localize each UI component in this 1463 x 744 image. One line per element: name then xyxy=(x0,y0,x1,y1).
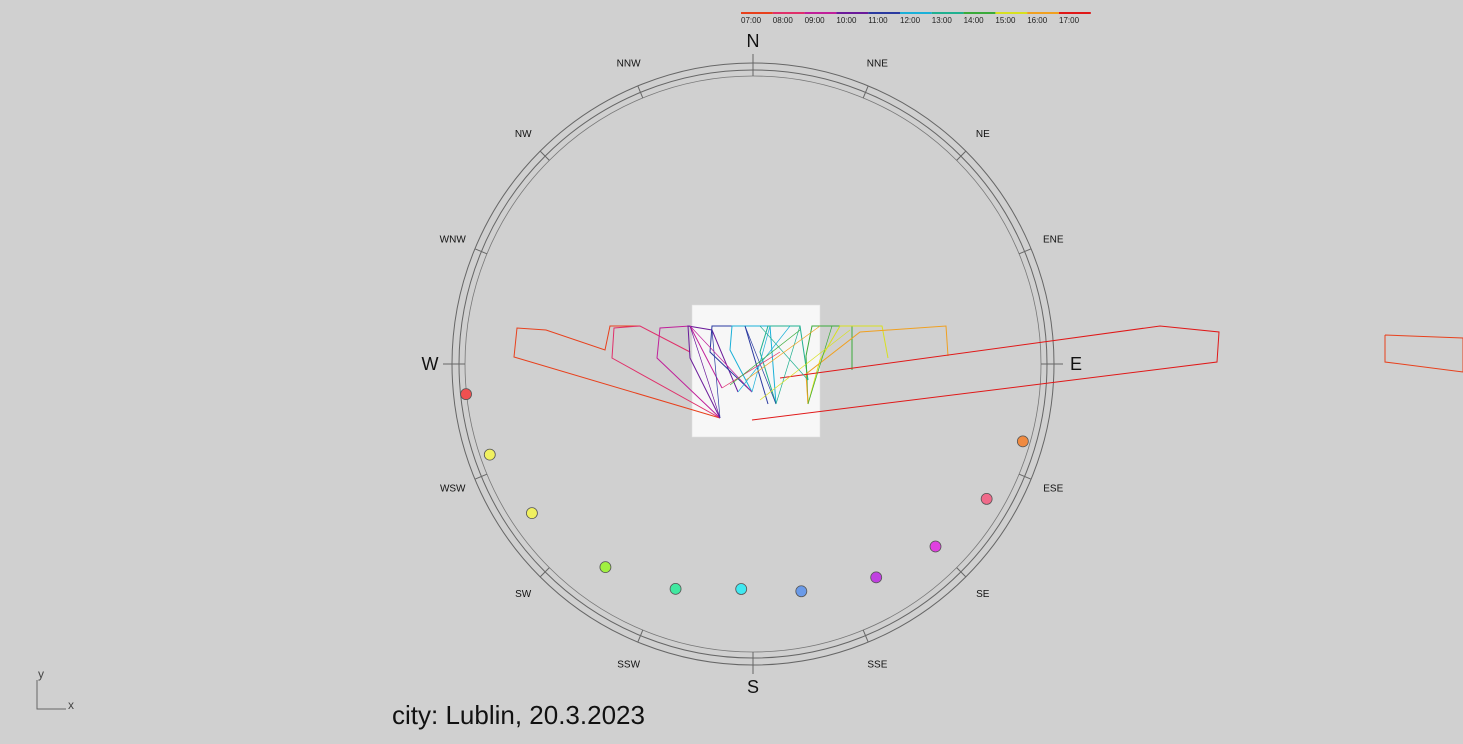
direction-label-WSW: WSW xyxy=(440,483,466,494)
shadow-0900 xyxy=(656,325,723,419)
shadow-0700 xyxy=(513,325,721,419)
shadow-1400 xyxy=(805,325,853,405)
direction-label-SSE: SSE xyxy=(867,659,887,670)
compass-ticks xyxy=(443,54,1063,674)
legend-label: 12:00 xyxy=(900,16,921,25)
sun-position-marker xyxy=(929,540,942,553)
direction-label-ENE: ENE xyxy=(1043,235,1064,246)
direction-label-NW: NW xyxy=(515,129,532,140)
axis-y-label: y xyxy=(38,667,44,681)
direction-label-SE: SE xyxy=(976,589,990,600)
compass-tick xyxy=(539,567,550,578)
compass-tick xyxy=(1018,248,1032,255)
shadow-0700-far xyxy=(1384,334,1463,373)
sun-position-markers xyxy=(460,388,1029,598)
compass-tick xyxy=(474,473,488,480)
direction-label-NNE: NNE xyxy=(867,59,888,70)
shadow-1500 xyxy=(807,325,889,405)
cardinal-label-W: W xyxy=(422,354,439,374)
site-plan-area xyxy=(691,304,821,438)
sun-position-marker xyxy=(870,571,883,584)
legend-label: 07:00 xyxy=(741,16,762,25)
shadow-1600 xyxy=(805,325,949,405)
compass-tick xyxy=(956,150,967,161)
legend-label: 17:00 xyxy=(1059,16,1080,25)
sun-position-marker xyxy=(735,583,748,595)
legend-label: 14:00 xyxy=(964,16,985,25)
direction-label-SSW: SSW xyxy=(617,659,640,670)
intercardinal-labels: NNE NE ENE ESE SE SSE SSW SW WSW WNW NW NNW xyxy=(440,59,1064,671)
hour-color-legend: 07:00 08:00 09:00 10:00 11:00 12:00 13:00 14:00… xyxy=(741,12,1091,25)
legend-label: 11:00 xyxy=(868,16,888,25)
sun-position-marker xyxy=(599,561,612,574)
shadow-0800 xyxy=(611,325,721,419)
cardinal-label-E: E xyxy=(1070,354,1082,374)
compass-tick xyxy=(1018,473,1032,480)
sun-position-marker xyxy=(980,492,993,505)
shadow-1300 xyxy=(759,325,809,405)
legend-label: 16:00 xyxy=(1027,16,1048,25)
compass-tick xyxy=(956,567,967,578)
legend-label: 08:00 xyxy=(773,16,794,25)
sun-position-marker xyxy=(795,585,808,598)
axis-gizmo: y x xyxy=(36,667,74,712)
compass-tick xyxy=(862,85,869,99)
sun-position-marker xyxy=(483,448,496,461)
compass-tick xyxy=(637,629,644,643)
direction-label-WNW: WNW xyxy=(440,235,467,246)
shadow-outlines xyxy=(513,325,1463,421)
axis-gizmo-lines xyxy=(36,680,66,710)
legend-label: 09:00 xyxy=(805,16,826,25)
compass-tick xyxy=(539,150,550,161)
shadow-1100 xyxy=(709,325,769,405)
city-date-caption: city: Lublin, 20.3.2023 xyxy=(392,700,645,730)
legend-label: 13:00 xyxy=(932,16,953,25)
direction-label-SW: SW xyxy=(515,589,532,600)
legend-label: 10:00 xyxy=(836,16,857,25)
shadow-rays xyxy=(689,325,851,419)
direction-label-NE: NE xyxy=(976,129,990,140)
shadow-1700 xyxy=(751,325,1220,421)
cardinal-label-S: S xyxy=(747,677,759,697)
axis-x-label: x xyxy=(68,698,74,712)
compass-tick xyxy=(637,85,644,99)
sun-position-marker xyxy=(669,582,682,595)
direction-label-ESE: ESE xyxy=(1043,483,1063,494)
compass-tick xyxy=(474,248,488,255)
sun-position-marker xyxy=(1016,435,1029,448)
shadow-1000 xyxy=(687,325,739,419)
sun-position-marker xyxy=(526,507,538,520)
direction-label-NNW: NNW xyxy=(617,59,641,70)
legend-label: 15:00 xyxy=(995,16,1016,25)
compass-tick xyxy=(862,629,869,643)
sun-position-marker xyxy=(460,388,472,401)
cardinal-label-N: N xyxy=(747,31,760,51)
